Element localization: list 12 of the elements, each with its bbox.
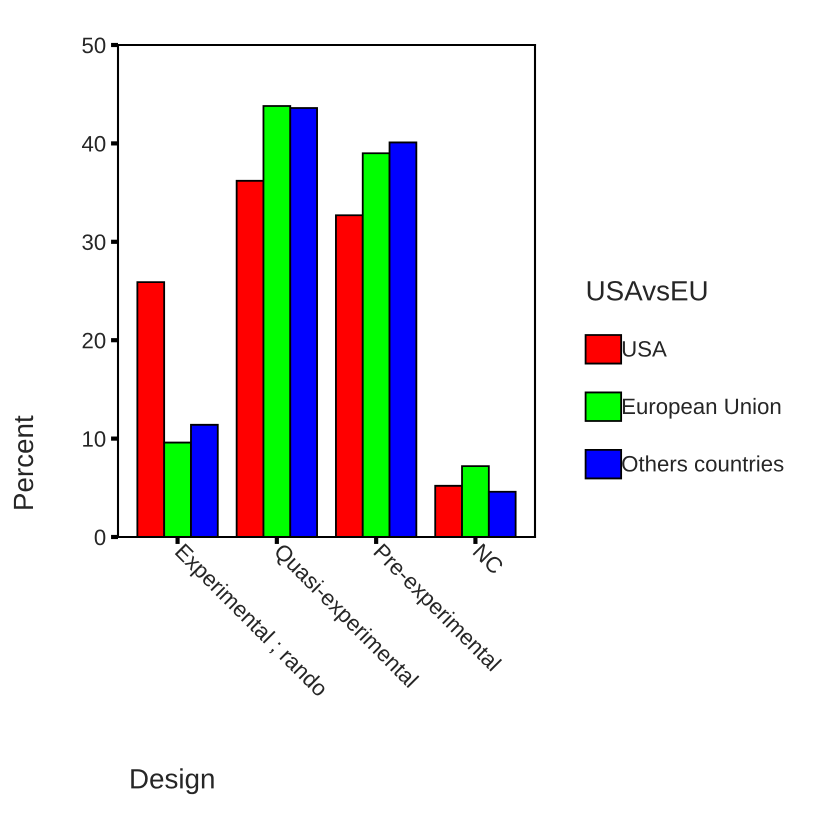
legend-label: Others countries [622, 455, 784, 472]
y-tick-label: 20 [82, 332, 106, 348]
y-tick-label: 30 [82, 234, 106, 250]
y-tick-label: 10 [83, 431, 106, 447]
y-axis-title: Percent [14, 416, 34, 509]
y-tick-label: 0 [94, 530, 106, 546]
x-axis-title: Design [131, 768, 214, 794]
legend-title: USAvsEU [588, 280, 706, 301]
legend-label: European Union [622, 398, 780, 419]
y-tick-label: 40 [82, 136, 106, 152]
y-tick-label: 50 [82, 38, 106, 54]
legend-label: USA [622, 341, 667, 357]
